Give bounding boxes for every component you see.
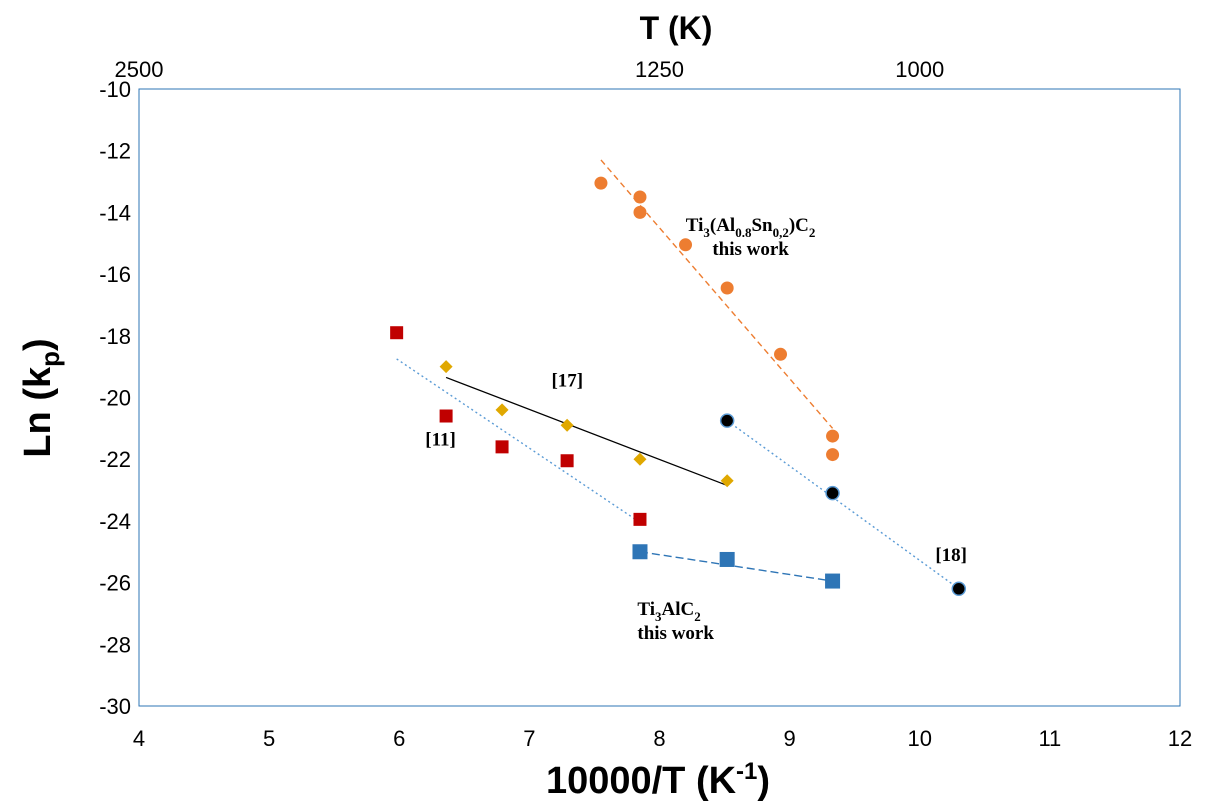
data-point-series-1 [390, 326, 404, 340]
data-point-series-2 [560, 418, 574, 432]
x-axis-title-tail: ) [757, 760, 770, 802]
data-point-series-3 [719, 551, 735, 567]
annotation-ti3alsn-thiswork: this work [712, 239, 789, 260]
top-tick-labels: 2500 1250 1000 [115, 57, 945, 82]
fit-line-1 [396, 358, 641, 524]
top-tick-label: 2500 [115, 57, 164, 82]
y-tick-labels: -10 -12 -14 -16 -18 -20 -22 -24 -26 -28 -30 [99, 77, 131, 719]
x-axis-title-main: 10000/T (K [546, 760, 737, 802]
data-point-series-0 [826, 448, 840, 462]
data-point-series-0 [594, 176, 608, 190]
top-axis-title: T (K) [640, 10, 713, 46]
y-tick-label: -20 [99, 386, 131, 411]
annotation-ti3alsn-formula: Ti3(Al0.8Sn0,2)C2 [686, 215, 816, 240]
annotation-ref11: [11] [425, 429, 456, 450]
y-tick-label: -10 [99, 77, 131, 102]
data-point-series-3 [825, 573, 841, 589]
data-point-series-0 [633, 190, 647, 204]
data-point-series-2 [633, 452, 647, 466]
y-tick-label: -24 [99, 509, 131, 534]
y-tick-label: -28 [99, 632, 131, 657]
fit-line-0 [600, 159, 834, 429]
y-axis-title: Ln (kp) [17, 338, 65, 457]
y-axis-title-tail: ) [17, 338, 59, 351]
data-point-series-0 [633, 205, 647, 219]
x-tick-label: 8 [653, 726, 665, 751]
annotation-ref17: [17] [551, 371, 583, 392]
data-point-series-2 [495, 403, 509, 417]
x-tick-label: 5 [263, 726, 275, 751]
data-point-series-0 [679, 238, 693, 252]
y-tick-label: -30 [99, 694, 131, 719]
data-point-series-2 [720, 474, 734, 488]
top-tick-label: 1000 [895, 57, 944, 82]
data-point-series-1 [495, 440, 509, 454]
top-tick-label: 1250 [635, 57, 684, 82]
data-point-series-3 [632, 544, 648, 560]
annotation-ref18: [18] [935, 545, 967, 566]
x-tick-label: 10 [908, 726, 932, 751]
x-tick-label: 4 [133, 726, 145, 751]
y-tick-label: -14 [99, 200, 131, 225]
fit-line-4 [726, 420, 960, 590]
x-axis-title-sup: -1 [736, 758, 757, 785]
data-point-series-0 [720, 281, 734, 295]
data-point-series-2 [439, 360, 453, 374]
y-tick-label: -26 [99, 571, 131, 596]
x-tick-label: 11 [1038, 726, 1061, 751]
fit-lines [396, 159, 960, 590]
fit-line-3 [639, 551, 833, 582]
x-axis-title: 10000/T (K-1) [546, 758, 770, 802]
data-point-series-4 [825, 485, 840, 501]
y-axis-title-sub: p [35, 351, 65, 367]
annotation-ti3alc2-thiswork: this work [637, 623, 714, 644]
x-tick-label: 12 [1168, 726, 1192, 751]
data-point-series-0 [774, 347, 788, 361]
y-tick-label: -12 [99, 139, 131, 164]
x-tick-label: 7 [523, 726, 535, 751]
plot-frame [138, 88, 1181, 707]
y-axis-title-main: Ln (k [17, 366, 59, 458]
data-point-series-4 [951, 581, 967, 597]
x-tick-label: 6 [393, 726, 405, 751]
data-point-series-0 [826, 429, 840, 443]
annotation-ti3alc2-formula: Ti3AlC2 [637, 599, 700, 624]
y-tick-label: -18 [99, 324, 131, 349]
x-tick-label: 9 [784, 726, 796, 751]
data-point-series-4 [719, 413, 735, 428]
fit-line-2 [445, 376, 728, 487]
y-tick-label: -22 [99, 447, 131, 472]
data-point-series-1 [560, 454, 574, 468]
data-markers [390, 176, 967, 597]
y-tick-label: -16 [99, 262, 131, 287]
x-tick-labels: 4 5 6 7 8 9 10 11 12 [133, 726, 1192, 751]
data-point-series-1 [633, 512, 647, 526]
data-point-series-1 [439, 409, 453, 423]
